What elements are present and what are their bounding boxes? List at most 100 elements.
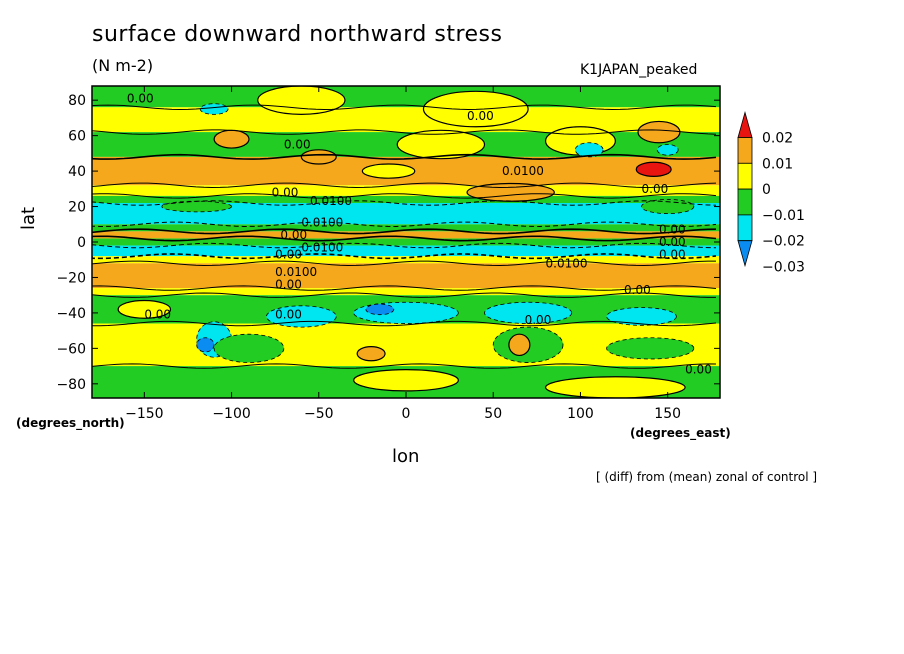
y-tick-label: 0: [77, 235, 86, 251]
colorbar-swatch-2: [737, 162, 753, 190]
band-6: [92, 203, 720, 225]
x-tick-label: 50: [484, 406, 502, 422]
colorbar-label: −0.02: [762, 234, 805, 250]
contour-line-7: [92, 228, 717, 235]
colorbar-swatch-3: [737, 188, 753, 216]
contour-label-5: 0.00: [272, 185, 299, 199]
contour-label-8: 0.00: [280, 228, 307, 242]
band-11: [92, 256, 720, 264]
contour-label-15: 0.0100: [275, 265, 317, 279]
feature-10: [300, 149, 337, 165]
colorbar-label: −0.01: [762, 208, 805, 224]
contour-line-3: [92, 182, 717, 188]
feature-6: [637, 120, 681, 144]
feature-21: [213, 333, 285, 363]
x-tick-label: 100: [567, 406, 594, 422]
x-tick-label: −50: [304, 406, 334, 422]
contour-label-17: 0.00: [624, 283, 651, 297]
feature-7: [574, 142, 604, 158]
band-1: [92, 107, 720, 133]
contour-line-15: [92, 363, 717, 369]
colorbar-label: 0.01: [762, 156, 793, 172]
band-8: [92, 231, 720, 239]
x-tick-label: −150: [125, 406, 163, 422]
contour-label-14: 0.0100: [546, 256, 588, 270]
feature-24: [356, 345, 386, 362]
contour-line-9: [92, 242, 717, 249]
contour-label-9: 0.00: [659, 223, 686, 237]
contour-label-16: 0.00: [275, 278, 302, 292]
contour-line-2: [92, 153, 717, 160]
contour-label-11: 0.00: [659, 247, 686, 261]
x-axis-units: (degrees_east): [630, 426, 731, 440]
feature-29: [161, 200, 232, 213]
contour-label-10: 0.00: [659, 235, 686, 249]
y-axis-label: lat: [18, 206, 39, 230]
colorbar-label: −0.03: [762, 260, 805, 276]
band-5: [92, 195, 720, 203]
colorbar-top-arrow: [737, 111, 753, 138]
feature-13: [117, 299, 172, 319]
contour-label-20: 0.00: [525, 313, 552, 327]
band-13: [92, 288, 720, 296]
feature-8: [656, 144, 679, 156]
contour-label-19: 0.00: [275, 308, 302, 322]
x-tick-label: 0: [402, 406, 411, 422]
contour-label-3: 0.0100: [502, 164, 544, 178]
y-tick-label: −20: [56, 270, 86, 286]
y-tick-label: 20: [68, 200, 86, 216]
feature-5: [213, 129, 250, 149]
feature-0: [257, 86, 346, 115]
y-tick-label: −60: [56, 341, 86, 357]
feature-27: [544, 376, 686, 398]
contour-line-4: [92, 193, 717, 199]
feature-18: [484, 301, 573, 324]
feature-23: [606, 337, 695, 360]
feature-12: [361, 163, 416, 179]
contour-label-7: 0.0100: [301, 216, 343, 230]
colorbar-bottom-arrow: [737, 240, 753, 268]
x-tick-label: 150: [654, 406, 681, 422]
band-10: [92, 245, 720, 257]
contour-line-13: [92, 292, 717, 298]
band-7: [92, 224, 720, 232]
band-9: [92, 238, 720, 246]
y-tick-label: 40: [68, 164, 86, 180]
y-tick-label: −80: [56, 377, 86, 393]
feature-3: [396, 129, 486, 160]
contour-line-11: [92, 260, 717, 266]
colorbar-label: 0: [762, 182, 771, 198]
colorbar-swatch-4: [737, 214, 753, 242]
band-0: [92, 86, 720, 108]
feature-26: [353, 369, 459, 392]
run-label: K1JAPAN_peaked: [580, 62, 698, 78]
x-axis-label: lon: [392, 446, 420, 467]
contour-line-8: [92, 235, 717, 242]
colorbar-swatch-1: [737, 137, 753, 164]
contour-line-6: [92, 221, 717, 227]
contour-label-1: 0.00: [467, 109, 494, 123]
band-12: [92, 263, 720, 289]
x-tick-label: −100: [212, 406, 250, 422]
y-tick-label: 60: [68, 129, 86, 145]
band-4: [92, 185, 720, 196]
feature-2: [199, 103, 229, 115]
feature-19: [606, 307, 677, 326]
contour-line-12: [92, 285, 717, 291]
contour-label-2: 0.00: [284, 138, 311, 152]
feature-15: [196, 337, 215, 353]
units-label: (N m-2): [92, 56, 154, 75]
contour-line-5: [92, 200, 717, 206]
y-tick-label: −40: [56, 306, 86, 322]
footnote: [ (diff) from (mean) zonal of control ]: [596, 470, 818, 484]
contour-label-13: 0.0100: [301, 240, 343, 254]
contour-label-4: 0.00: [642, 182, 669, 196]
feature-20: [365, 303, 395, 316]
contour-label-0: 0.00: [127, 91, 154, 105]
y-tick-label: 80: [68, 93, 86, 109]
contour-label-12: 0.00: [275, 247, 302, 261]
contour-line-0: [92, 104, 717, 110]
colorbar-label: 0.02: [762, 131, 793, 147]
contour-line-1: [92, 129, 717, 135]
